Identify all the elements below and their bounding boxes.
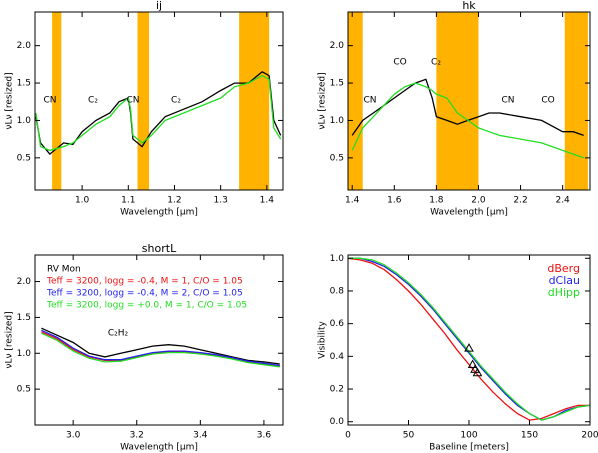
series-line bbox=[41, 327, 280, 365]
band bbox=[52, 12, 62, 190]
annotation: CO bbox=[541, 96, 554, 106]
legend-label: dHipp bbox=[548, 286, 580, 299]
annotation: CN bbox=[501, 96, 514, 106]
x-tick-label: 1.6 bbox=[387, 196, 402, 206]
band bbox=[348, 12, 363, 190]
x-tick-label: 2.2 bbox=[513, 196, 527, 206]
y-tick-label: 1.0 bbox=[330, 116, 345, 126]
annotation: C₂H₂ bbox=[108, 329, 129, 339]
y-tick-label: 1.0 bbox=[17, 116, 32, 126]
legend-label: Teff = 3200, logg = -0.4, M = 1, C/O = 1… bbox=[46, 277, 243, 287]
x-axis-label: Baseline [meters] bbox=[429, 443, 509, 453]
x-tick-label: 100 bbox=[460, 431, 477, 441]
series-line bbox=[41, 331, 280, 367]
x-tick-label: 1.1 bbox=[121, 196, 135, 206]
series-line bbox=[351, 78, 584, 137]
annotation: CO bbox=[393, 58, 406, 68]
series-line bbox=[351, 82, 584, 159]
x-tick-label: 3.6 bbox=[257, 431, 272, 441]
y-tick-label: 0.8 bbox=[330, 286, 345, 296]
band bbox=[436, 12, 479, 190]
chart-title: shortL bbox=[142, 242, 177, 255]
annotation: CN bbox=[43, 96, 56, 106]
y-tick-label: 1.5 bbox=[17, 79, 31, 89]
legend-label: Teff = 3200, logg = -0.4, M = 2, C/O = 1… bbox=[46, 289, 243, 299]
series-line bbox=[348, 257, 590, 421]
axes-frame bbox=[34, 11, 284, 191]
y-tick-label: 1.0 bbox=[17, 349, 32, 359]
x-tick-label: 150 bbox=[521, 431, 538, 441]
x-axis-label: Wavelength [μm] bbox=[120, 208, 198, 218]
x-tick-label: 0 bbox=[345, 431, 351, 441]
band bbox=[239, 12, 270, 190]
plot-area bbox=[41, 327, 280, 368]
x-tick-label: 1.0 bbox=[75, 196, 90, 206]
y-tick-label: 0.5 bbox=[17, 153, 31, 163]
y-tick-label: 2.0 bbox=[330, 41, 345, 51]
y-tick-label: 0.5 bbox=[17, 385, 31, 395]
y-axis-label: Visibility bbox=[318, 320, 328, 358]
band bbox=[564, 12, 588, 190]
x-tick-label: 1.8 bbox=[429, 196, 444, 206]
x-axis-label: Wavelength [μm] bbox=[430, 208, 508, 218]
annotation: C₂ bbox=[171, 96, 181, 106]
data-point bbox=[467, 359, 478, 369]
x-tick-label: 2.4 bbox=[555, 196, 570, 206]
axes-frame bbox=[347, 11, 591, 191]
plot-area bbox=[35, 12, 282, 190]
x-tick-label: 1.4 bbox=[260, 196, 275, 206]
y-tick-label: 2.0 bbox=[17, 277, 32, 287]
x-tick-label: 1.4 bbox=[345, 196, 360, 206]
y-tick-label: 0.5 bbox=[330, 153, 344, 163]
axes-frame bbox=[34, 254, 284, 426]
annotation: C₂ bbox=[88, 96, 98, 106]
y-axis-label: νLν [resized] bbox=[5, 311, 15, 368]
y-tick-label: 1.5 bbox=[17, 313, 31, 323]
y-axis-label: νLν [resized] bbox=[5, 72, 15, 129]
x-tick-label: 200 bbox=[581, 431, 598, 441]
series-line bbox=[41, 329, 280, 367]
annotation: C₂ bbox=[431, 58, 441, 68]
annotation: CN bbox=[126, 96, 139, 106]
series-line bbox=[41, 332, 280, 368]
series-line bbox=[35, 74, 282, 152]
y-tick-label: 1.0 bbox=[330, 254, 345, 264]
chart-title: hk bbox=[462, 0, 476, 12]
chart-title: ij bbox=[156, 0, 162, 12]
x-tick-label: 3.2 bbox=[130, 431, 144, 441]
x-tick-label: 3.4 bbox=[193, 431, 208, 441]
y-tick-label: 0.6 bbox=[330, 319, 345, 329]
y-tick-label: 1.5 bbox=[330, 79, 344, 89]
x-tick-label: 2.0 bbox=[471, 196, 486, 206]
x-tick-label: 1.2 bbox=[167, 196, 181, 206]
plot-area bbox=[348, 12, 588, 190]
x-tick-label: 50 bbox=[403, 431, 415, 441]
data-point bbox=[464, 343, 474, 352]
band bbox=[137, 12, 150, 190]
y-tick-label: 0.2 bbox=[330, 385, 344, 395]
y-tick-label: 0.4 bbox=[330, 352, 345, 362]
x-axis-label: Wavelength [μm] bbox=[120, 443, 198, 453]
annotation: CN bbox=[363, 96, 376, 106]
x-tick-label: 1.3 bbox=[213, 196, 227, 206]
legend-label: RV Mon bbox=[47, 265, 81, 275]
legend-label: dClau bbox=[549, 274, 580, 287]
y-tick-label: 0.0 bbox=[330, 417, 345, 427]
data-point bbox=[472, 367, 483, 377]
y-tick-label: 2.0 bbox=[17, 41, 32, 51]
y-axis-label: νLν [resized] bbox=[318, 72, 328, 129]
legend-label: Teff = 3200, logg = +0.0, M = 1, C/O = 1… bbox=[46, 301, 247, 311]
legend-label: dBerg bbox=[547, 262, 580, 275]
x-tick-label: 3.0 bbox=[66, 431, 81, 441]
